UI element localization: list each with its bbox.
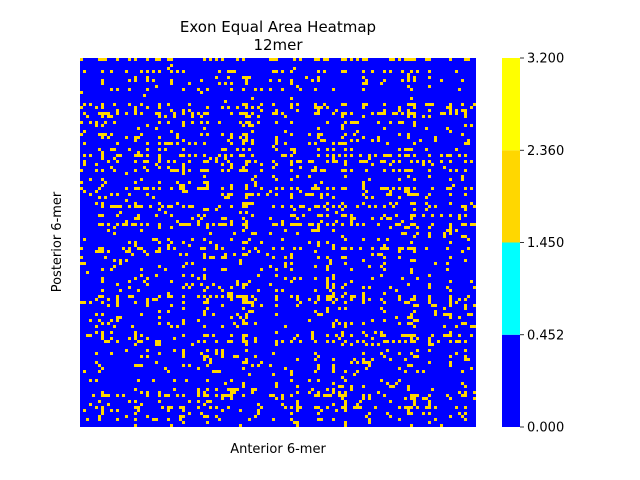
colorbar-segment-0 — [502, 334, 520, 427]
colorbar-segment-3 — [502, 58, 520, 151]
chart-title: Exon Equal Area Heatmap — [180, 18, 376, 36]
x-axis-label: Anterior 6-mer — [230, 442, 326, 457]
colorbar: 0.000 0.452 1.450 2.360 3.200 — [502, 52, 564, 436]
colorbar-tick-label: 0.452 — [527, 328, 564, 343]
colorbar-tick-label: 0.000 — [527, 421, 564, 436]
colorbar-tick-label: 2.360 — [527, 144, 564, 159]
y-axis-label: Posterior 6-mer — [50, 191, 65, 292]
chart-subtitle: 12mer — [253, 36, 303, 54]
colorbar-segment-1 — [502, 242, 520, 335]
heatmap-high-value-cells — [80, 58, 476, 427]
colorbar-tick-label: 3.200 — [527, 52, 564, 67]
colorbar-segment-2 — [502, 150, 520, 243]
heatmap-area — [80, 58, 476, 427]
heatmap-cells — [80, 58, 476, 427]
colorbar-tick-label: 1.450 — [527, 236, 564, 251]
